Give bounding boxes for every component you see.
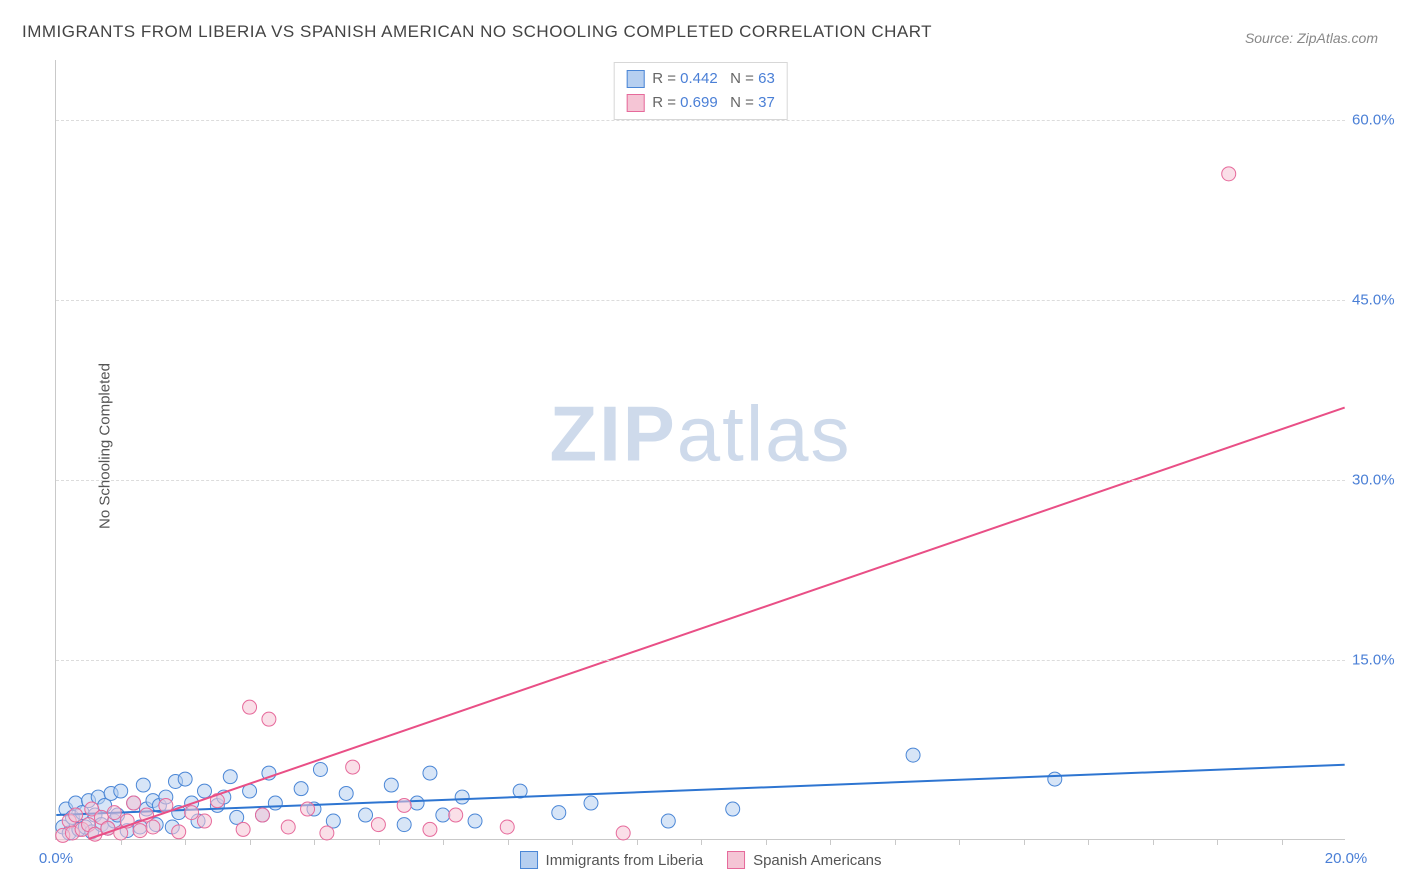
data-point-spanish (346, 760, 360, 774)
data-point-spanish (236, 822, 250, 836)
x-tick (121, 839, 122, 845)
corr-text-spanish: R = 0.699 N = 37 (652, 91, 775, 115)
legend-label-liberia: Immigrants from Liberia (546, 852, 704, 869)
x-tick (1024, 839, 1025, 845)
legend-swatch-spanish (727, 851, 745, 869)
x-tick (1088, 839, 1089, 845)
y-tick-label: 60.0% (1352, 112, 1406, 129)
gridline (56, 480, 1345, 481)
data-point-liberia (268, 796, 282, 810)
data-point-liberia (423, 766, 437, 780)
x-tick (185, 839, 186, 845)
x-tick (959, 839, 960, 845)
data-point-spanish (185, 806, 199, 820)
gridline (56, 300, 1345, 301)
data-point-liberia (726, 802, 740, 816)
data-point-spanish (262, 712, 276, 726)
data-point-spanish (69, 808, 83, 822)
data-point-liberia (584, 796, 598, 810)
plot-area: ZIPatlas R = 0.442 N = 63R = 0.699 N = 3… (55, 60, 1345, 840)
data-point-spanish (301, 802, 315, 816)
regression-line-spanish (89, 408, 1345, 839)
chart-title: IMMIGRANTS FROM LIBERIA VS SPANISH AMERI… (22, 22, 932, 42)
data-point-spanish (107, 806, 121, 820)
data-point-spanish (449, 808, 463, 822)
x-tick (895, 839, 896, 845)
data-point-liberia (114, 784, 128, 798)
x-tick (701, 839, 702, 845)
data-point-spanish (423, 822, 437, 836)
data-point-liberia (339, 786, 353, 800)
x-tick (637, 839, 638, 845)
x-tick (766, 839, 767, 845)
x-tick (1282, 839, 1283, 845)
legend-label-spanish: Spanish Americans (753, 852, 881, 869)
corr-swatch-spanish (626, 94, 644, 112)
data-point-spanish (281, 820, 295, 834)
x-tick (443, 839, 444, 845)
x-tick (314, 839, 315, 845)
series-legend: Immigrants from Liberia Spanish American… (520, 851, 882, 869)
data-point-spanish (320, 826, 334, 840)
data-point-liberia (313, 762, 327, 776)
data-point-spanish (371, 818, 385, 832)
data-point-spanish (616, 826, 630, 840)
data-point-liberia (1048, 772, 1062, 786)
correlation-legend: R = 0.442 N = 63R = 0.699 N = 37 (613, 62, 788, 120)
data-point-liberia (410, 796, 424, 810)
x-tick-label: 0.0% (39, 850, 73, 867)
chart-svg (56, 60, 1345, 839)
data-point-liberia (178, 772, 192, 786)
data-point-liberia (906, 748, 920, 762)
y-tick-label: 45.0% (1352, 292, 1406, 309)
x-tick (830, 839, 831, 845)
data-point-liberia (294, 782, 308, 796)
data-point-spanish (127, 796, 141, 810)
data-point-spanish (255, 808, 269, 822)
data-point-liberia (468, 814, 482, 828)
data-point-liberia (136, 778, 150, 792)
legend-item-liberia: Immigrants from Liberia (520, 851, 704, 869)
corr-row-liberia: R = 0.442 N = 63 (626, 67, 775, 91)
data-point-liberia (397, 818, 411, 832)
y-tick-label: 15.0% (1352, 652, 1406, 669)
data-point-spanish (197, 814, 211, 828)
corr-swatch-liberia (626, 70, 644, 88)
gridline (56, 120, 1345, 121)
data-point-spanish (1222, 167, 1236, 181)
data-point-liberia (384, 778, 398, 792)
y-tick-label: 30.0% (1352, 472, 1406, 489)
data-point-spanish (146, 820, 160, 834)
x-tick (250, 839, 251, 845)
data-point-spanish (397, 798, 411, 812)
data-point-liberia (197, 784, 211, 798)
legend-swatch-liberia (520, 851, 538, 869)
gridline (56, 660, 1345, 661)
x-tick (508, 839, 509, 845)
x-tick (1217, 839, 1218, 845)
data-point-spanish (243, 700, 257, 714)
x-tick (572, 839, 573, 845)
data-point-spanish (500, 820, 514, 834)
legend-item-spanish: Spanish Americans (727, 851, 881, 869)
data-point-liberia (661, 814, 675, 828)
data-point-liberia (455, 790, 469, 804)
source-attribution: Source: ZipAtlas.com (1245, 30, 1378, 46)
data-point-spanish (133, 824, 147, 838)
data-point-liberia (359, 808, 373, 822)
data-point-liberia (223, 770, 237, 784)
corr-row-spanish: R = 0.699 N = 37 (626, 91, 775, 115)
data-point-spanish (172, 825, 186, 839)
data-point-liberia (436, 808, 450, 822)
corr-text-liberia: R = 0.442 N = 63 (652, 67, 775, 91)
data-point-liberia (552, 806, 566, 820)
x-tick-label: 20.0% (1325, 850, 1368, 867)
x-tick (379, 839, 380, 845)
x-tick (1153, 839, 1154, 845)
